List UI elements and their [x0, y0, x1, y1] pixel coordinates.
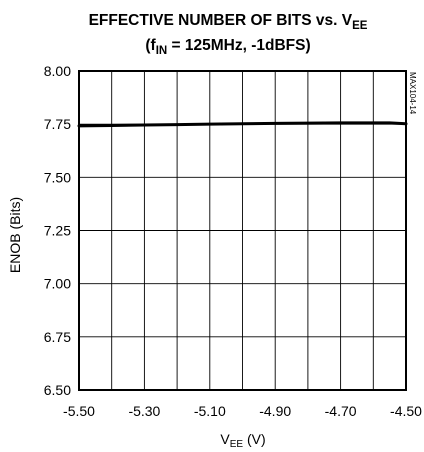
figure-id-note: MAX104-14	[408, 72, 417, 115]
x-tick-label: -5.50	[63, 403, 95, 419]
y-tick-label: 7.25	[44, 223, 71, 239]
x-axis-label: VEE (V)	[220, 431, 265, 450]
y-tick-label: 7.75	[44, 116, 71, 132]
x-tick-label: -4.90	[259, 403, 291, 419]
y-tick-label: 7.00	[44, 276, 71, 292]
x-tick-label: -5.30	[128, 403, 160, 419]
chart-title-line2: (fIN = 125MHz, -1dBFS)	[145, 37, 310, 57]
y-axis-label: ENOB (Bits)	[7, 197, 23, 273]
chart-title-line1: EFFECTIVE NUMBER OF BITS vs. VEE	[89, 12, 368, 32]
x-tick-label: -4.50	[390, 403, 422, 419]
y-tick-label: 6.50	[44, 382, 71, 398]
y-tick-label: 8.00	[44, 63, 71, 79]
x-tick-label: -5.10	[194, 403, 226, 419]
y-tick-label: 7.50	[44, 169, 71, 185]
y-tick-labels: 6.50 6.75 7.00 7.25 7.50 7.75 8.00	[44, 63, 71, 398]
x-tick-label: -4.70	[325, 403, 357, 419]
x-tick-labels: -5.50 -5.30 -5.10 -4.90 -4.70 -4.50	[63, 403, 422, 419]
plot-frame	[78, 70, 407, 391]
enob-series-line	[77, 121, 408, 128]
grid-lines	[79, 71, 406, 390]
y-tick-label: 6.75	[44, 329, 71, 345]
